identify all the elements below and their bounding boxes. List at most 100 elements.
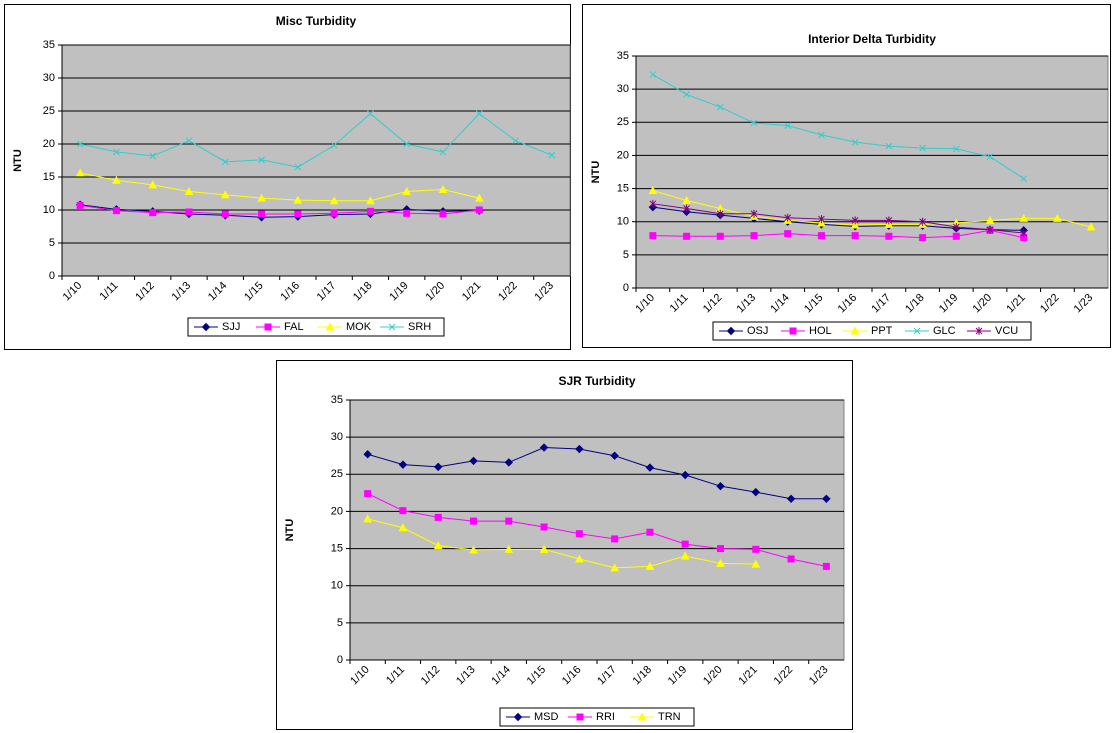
legend: [712, 321, 1032, 341]
series-line: [367, 493, 827, 567]
marker: [184, 186, 194, 196]
legend-label: OSJ: [747, 325, 768, 337]
marker: [221, 210, 229, 218]
marker: [469, 456, 478, 466]
marker: [149, 209, 157, 217]
plot-area: [635, 55, 1109, 289]
legend: [499, 707, 695, 727]
marker: [784, 213, 792, 222]
marker: [575, 444, 584, 454]
marker: [1053, 213, 1062, 222]
y-axis-label: NTU: [284, 519, 296, 542]
y-axis-label: NTU: [12, 149, 24, 172]
legend-marker: [513, 712, 523, 722]
legend-marker: [726, 326, 736, 336]
legend-label: PPT: [871, 325, 893, 337]
marker: [952, 223, 960, 232]
marker: [539, 544, 549, 553]
marker: [257, 193, 266, 202]
chart-title: Misc Turbidity: [276, 14, 357, 28]
legend-label: RRI: [596, 711, 615, 723]
marker: [575, 530, 583, 538]
legend-label: MSD: [534, 711, 559, 723]
series-line: [80, 204, 480, 215]
marker: [76, 140, 84, 148]
y-tick-label: 10: [43, 204, 55, 216]
series-line: [652, 203, 1024, 234]
marker: [822, 562, 830, 570]
marker: [716, 558, 725, 567]
marker: [402, 186, 412, 196]
legend-marker: [388, 323, 396, 331]
marker: [1020, 228, 1028, 237]
marker: [681, 470, 690, 480]
y-tick-label: 35: [331, 394, 343, 406]
marker: [716, 481, 725, 491]
legend-marker: [975, 327, 983, 335]
legend-marker: [201, 322, 211, 332]
marker: [438, 184, 448, 194]
y-tick-label: 25: [617, 116, 629, 128]
marker: [185, 137, 193, 145]
legend-marker: [264, 323, 272, 331]
marker: [512, 137, 519, 145]
marker: [470, 517, 477, 525]
marker: [364, 490, 372, 498]
marker: [504, 458, 513, 467]
marker: [330, 141, 338, 149]
marker: [363, 514, 372, 523]
marker: [475, 110, 483, 117]
marker: [258, 210, 266, 218]
y-tick-label: 10: [617, 216, 629, 228]
marker: [1086, 222, 1096, 231]
marker: [75, 168, 85, 177]
marker: [548, 151, 556, 159]
marker: [399, 507, 407, 515]
marker: [1019, 213, 1029, 222]
chart: Interior Delta Turbidity NTU 0 5 10 15 20 25 30 3…: [582, 4, 1111, 348]
marker: [646, 528, 654, 536]
marker: [716, 232, 724, 240]
chart-title: Interior Delta Turbidity: [808, 32, 936, 46]
y-axis-label: NTU: [590, 161, 602, 184]
marker: [439, 148, 447, 156]
y-tick-label: 30: [617, 83, 629, 95]
marker: [817, 232, 825, 240]
marker: [919, 144, 926, 152]
plot-area: [61, 44, 571, 277]
y-tick-label: 30: [331, 431, 343, 443]
marker: [330, 209, 338, 217]
y-tick-label: 0: [623, 282, 629, 294]
y-tick-label: 35: [43, 39, 55, 51]
marker: [683, 91, 690, 98]
marker: [682, 195, 691, 205]
marker: [220, 190, 230, 199]
legend-marker: [637, 712, 647, 721]
y-tick-label: 5: [337, 617, 343, 629]
marker: [221, 158, 229, 166]
marker: [786, 494, 796, 504]
marker: [717, 545, 724, 553]
marker: [294, 210, 302, 218]
y-tick-label: 15: [43, 171, 55, 183]
series-line: [367, 447, 827, 500]
y-tick-label: 20: [617, 149, 629, 161]
marker: [750, 119, 758, 127]
marker: [683, 204, 690, 213]
series-line: [652, 190, 1092, 228]
marker: [919, 234, 927, 242]
marker: [367, 110, 374, 117]
marker: [850, 220, 860, 229]
marker: [610, 563, 619, 572]
legend: [187, 317, 445, 337]
marker: [434, 462, 443, 472]
marker: [716, 103, 724, 111]
marker: [986, 153, 994, 161]
marker: [822, 494, 831, 504]
marker: [716, 209, 724, 218]
marker: [680, 551, 690, 560]
y-tick-label: 20: [43, 138, 55, 150]
legend-label: FAL: [284, 321, 304, 333]
marker: [403, 140, 411, 148]
